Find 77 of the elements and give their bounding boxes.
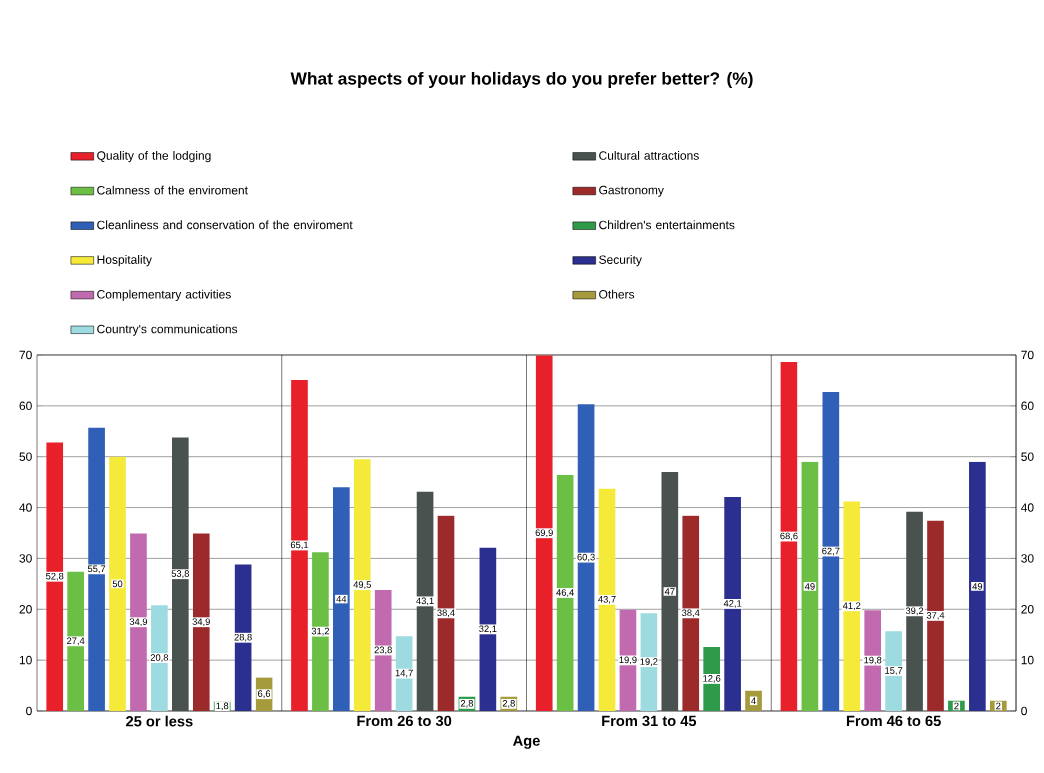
legend-label: Cultural attractions <box>599 150 699 160</box>
data-label: 41,2 <box>842 602 861 611</box>
data-label: 49 <box>804 583 815 590</box>
data-label: 15,7 <box>885 667 903 675</box>
y2-tick-label: 70 <box>19 350 32 360</box>
data-label: 28,8 <box>234 633 252 642</box>
x-tick-label: From 31 to 45 <box>602 715 697 727</box>
data-label: 49 <box>972 583 983 590</box>
data-label: 69,9 <box>535 529 553 538</box>
y-tick-label: 20 <box>1021 605 1034 614</box>
y-tick-label: 10 <box>1021 655 1034 665</box>
legend-label: Gastronomy <box>599 185 664 197</box>
data-label: 43,7 <box>598 596 616 604</box>
data-label: 37,4 <box>926 612 945 620</box>
y2-tick-label: 10 <box>19 655 32 665</box>
data-label: 50 <box>112 580 123 588</box>
legend-label: Children's entertainments <box>599 220 735 230</box>
data-label: 32,1 <box>479 625 497 634</box>
data-label: 68,6 <box>780 532 798 541</box>
y2-tick-label: 40 <box>19 503 32 512</box>
legend-label: Quality of the lodging <box>97 150 211 163</box>
x-tick-label: From 46 to 65 <box>846 715 941 727</box>
y2-tick-label: 50 <box>19 452 32 461</box>
data-label: 43,1 <box>416 597 434 606</box>
data-label: 23,8 <box>374 646 392 655</box>
data-label: 46,4 <box>556 589 574 597</box>
data-label: 60,3 <box>577 553 595 562</box>
y-tick-label: 40 <box>1021 503 1034 512</box>
y-tick-label: 70 <box>1021 350 1034 360</box>
data-label: 2,8 <box>502 700 515 708</box>
data-label: 52,8 <box>46 572 64 581</box>
legend-label: Others <box>599 289 635 299</box>
data-label: 19,2 <box>640 658 658 667</box>
data-label: 49,5 <box>353 581 371 589</box>
data-label: 44 <box>336 595 347 603</box>
data-label: 38,4 <box>682 609 700 618</box>
y2-tick-label: 30 <box>19 554 32 563</box>
x-axis-title: Age <box>513 735 540 749</box>
data-label: 19,8 <box>864 656 882 665</box>
data-label: 27,4 <box>67 637 85 646</box>
data-label: 19,9 <box>619 656 637 665</box>
data-label: 62,7 <box>822 547 840 556</box>
data-label: 39,2 <box>905 607 924 616</box>
legend-label: Calmness of the enviroment <box>97 185 248 195</box>
data-label: 65,1 <box>290 541 309 550</box>
data-label: 14,7 <box>395 669 413 678</box>
data-label: 42,1 <box>723 600 742 608</box>
data-label: 4 <box>751 697 756 705</box>
x-tick-label: From 26 to 30 <box>357 715 452 727</box>
data-label: 1,8 <box>216 702 229 711</box>
legend-label: Cleanliness and conservation of the enviroment <box>97 220 353 230</box>
data-label: 47 <box>664 588 675 595</box>
data-label: 55,7 <box>87 565 106 574</box>
y-tick-label: 60 <box>1021 401 1034 411</box>
legend-label: Country's communications <box>97 324 238 336</box>
data-label: 2 <box>954 702 959 710</box>
x-tick-label: 25 or less <box>126 715 193 727</box>
data-label: 34,9 <box>129 618 148 627</box>
y2-tick-label: 60 <box>19 401 32 411</box>
data-label: 53,8 <box>171 570 189 579</box>
data-label: 31,2 <box>311 627 330 636</box>
data-label: 2 <box>996 702 1001 710</box>
y-tick-label: 0 <box>1021 706 1027 716</box>
y-tick-label: 30 <box>1021 554 1034 563</box>
data-label: 38,4 <box>437 609 455 618</box>
data-label: 12,6 <box>703 675 721 683</box>
legend-label: Hospitality <box>97 255 152 267</box>
data-label: 6,6 <box>258 690 271 699</box>
y2-tick-label: 0 <box>26 706 32 716</box>
data-label: 34,9 <box>192 618 210 627</box>
data-label: 20,8 <box>150 654 169 662</box>
y2-tick-label: 20 <box>19 605 32 614</box>
legend-label: Security <box>599 255 642 267</box>
data-label: 2,8 <box>460 700 474 708</box>
chart-title: What aspects of your holidays do you prefer better? (%) <box>290 71 753 89</box>
y-tick-label: 50 <box>1021 452 1034 461</box>
legend-label: Complementary activities <box>97 289 231 301</box>
